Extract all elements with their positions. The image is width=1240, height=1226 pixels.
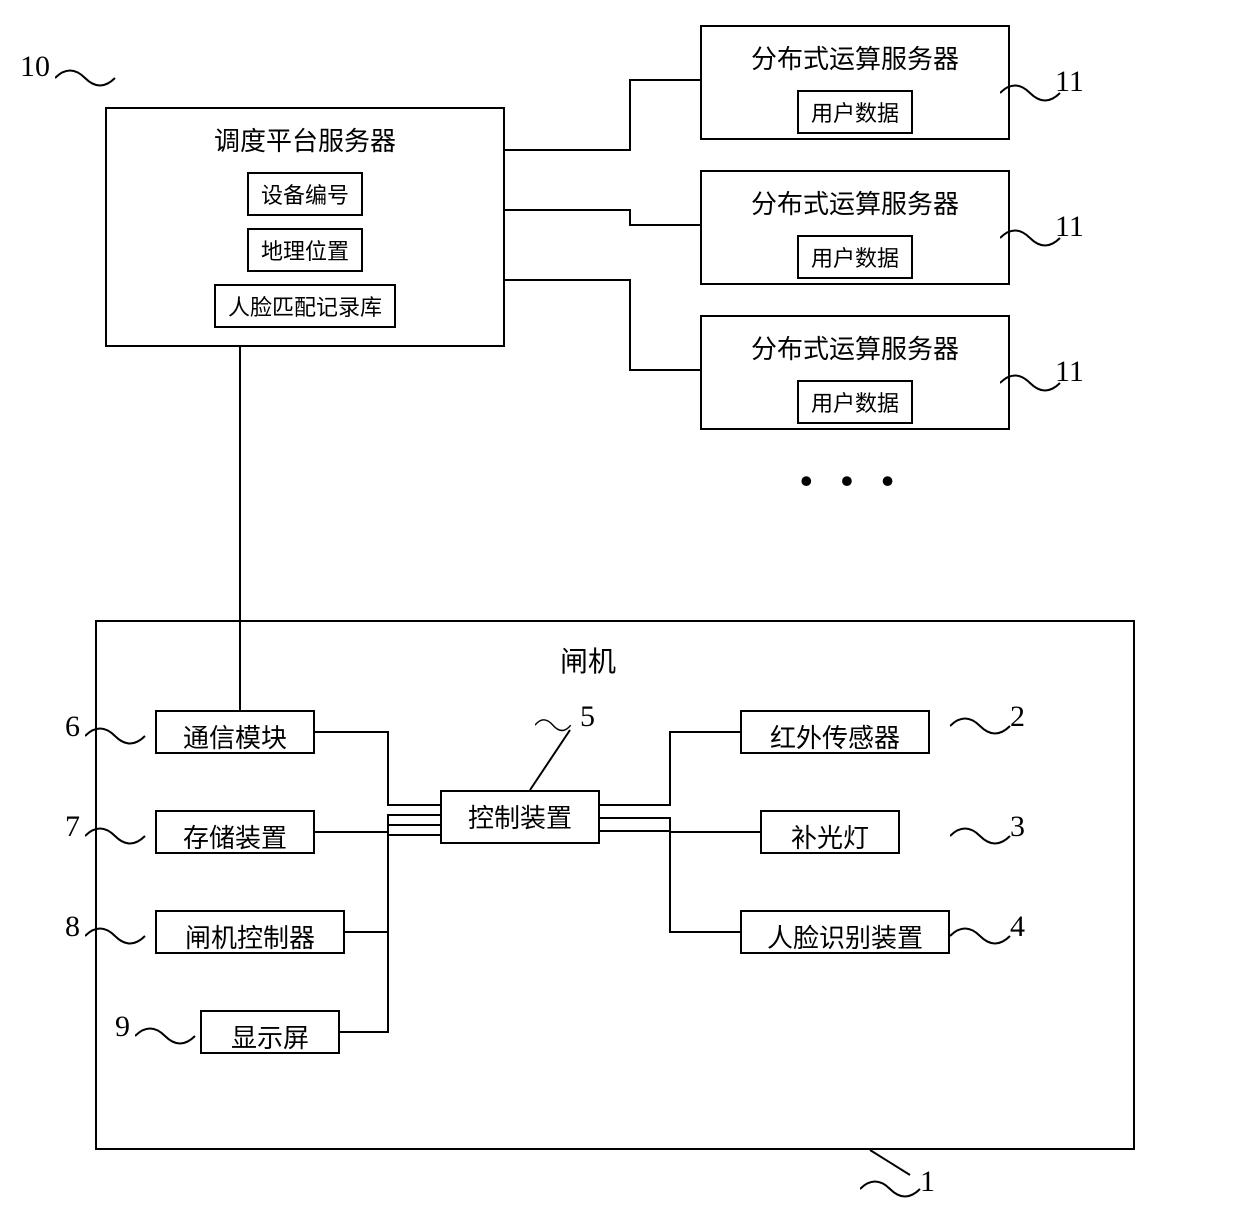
squiggle-5	[535, 708, 585, 738]
face-recog-label: 人脸识别装置	[767, 924, 923, 953]
comm-module-label: 通信模块	[183, 724, 287, 753]
sched-item-0: 设备编号	[247, 172, 363, 216]
face-recog-box: 人脸识别装置	[740, 910, 950, 954]
control-device-box: 控制装置	[440, 790, 600, 844]
sched-item-2: 人脸匹配记录库	[214, 284, 396, 328]
fill-light-label: 补光灯	[791, 824, 869, 853]
dist-sub-0: 用户数据	[797, 90, 913, 134]
squiggle-6	[85, 718, 155, 748]
label-8: 8	[65, 910, 80, 944]
dist-sub-1: 用户数据	[797, 235, 913, 279]
dist-title-0: 分布式运算服务器	[751, 39, 959, 76]
scheduling-server-title: 调度平台服务器	[214, 121, 396, 158]
control-device-label: 控制装置	[468, 804, 572, 833]
dist-sub-2: 用户数据	[797, 380, 913, 424]
comm-module-box: 通信模块	[155, 710, 315, 754]
gate-title: 闸机	[560, 640, 616, 680]
label-10: 10	[20, 50, 50, 84]
squiggle-2	[950, 708, 1020, 738]
squiggle-4	[950, 918, 1020, 948]
storage-label: 存储装置	[183, 824, 287, 853]
sched-item-1: 地理位置	[247, 228, 363, 272]
scheduling-server-box: 调度平台服务器 设备编号 地理位置 人脸匹配记录库	[105, 107, 505, 347]
label-9: 9	[115, 1010, 130, 1044]
ir-sensor-box: 红外传感器	[740, 710, 930, 754]
squiggle-11-2	[1000, 363, 1070, 393]
dist-title-2: 分布式运算服务器	[751, 329, 959, 366]
squiggle-8	[85, 918, 155, 948]
gate-controller-box: 闸机控制器	[155, 910, 345, 954]
squiggle-10	[55, 58, 125, 88]
label-6: 6	[65, 710, 80, 744]
squiggle-11-1	[1000, 218, 1070, 248]
ir-sensor-label: 红外传感器	[770, 724, 900, 753]
dist-server-0: 分布式运算服务器 用户数据	[700, 25, 1010, 140]
label-7: 7	[65, 810, 80, 844]
squiggle-9	[135, 1018, 205, 1048]
gate-controller-label: 闸机控制器	[185, 924, 315, 953]
dist-server-1: 分布式运算服务器 用户数据	[700, 170, 1010, 285]
squiggle-1	[860, 1171, 930, 1201]
fill-light-box: 补光灯	[760, 810, 900, 854]
squiggle-7	[85, 818, 155, 848]
dist-title-1: 分布式运算服务器	[751, 184, 959, 221]
gate-box	[95, 620, 1135, 1150]
dist-server-2: 分布式运算服务器 用户数据	[700, 315, 1010, 430]
squiggle-11-0	[1000, 73, 1070, 103]
squiggle-3	[950, 818, 1020, 848]
storage-box: 存储装置	[155, 810, 315, 854]
ellipsis-dots: •••	[800, 460, 922, 502]
display-label: 显示屏	[231, 1024, 309, 1053]
display-box: 显示屏	[200, 1010, 340, 1054]
